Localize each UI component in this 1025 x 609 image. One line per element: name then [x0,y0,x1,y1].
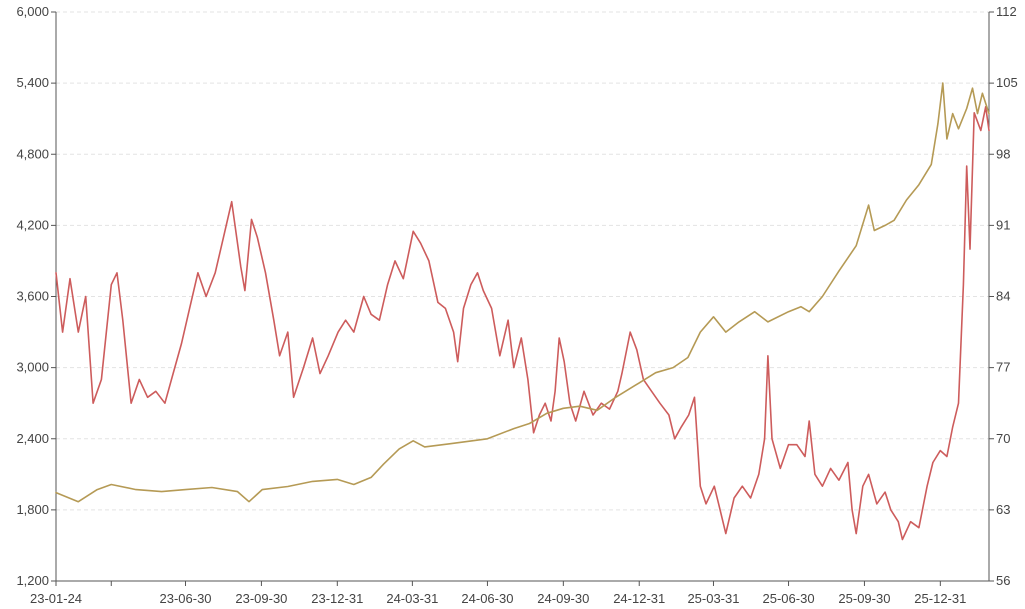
y-right-tick-label: 84 [996,289,1010,304]
x-tick-label: 24-03-31 [386,591,438,606]
y-left-tick-label: 4,800 [16,146,49,161]
x-tick-label: 25-03-31 [687,591,739,606]
y-right-tick-label: 105 [996,75,1018,90]
x-tick-label: 24-12-31 [613,591,665,606]
x-tick-label: 25-06-30 [763,591,815,606]
y-right-tick-label: 77 [996,360,1010,375]
x-tick-label: 23-09-30 [235,591,287,606]
y-left-tick-label: 5,400 [16,75,49,90]
series-lines [55,82,990,541]
axes [51,11,994,586]
y-left-tick-label: 6,000 [16,4,49,19]
y-left-tick-label: 3,600 [16,289,49,304]
x-tick-label: 24-09-30 [537,591,589,606]
y-right-tick-label: 70 [996,431,1010,446]
x-tick-label: 24-06-30 [461,591,513,606]
series-line-right-axis [55,82,990,503]
x-tick-label: 23-01-24 [30,591,82,606]
y-left-tick-label: 4,200 [16,217,49,232]
y-left-tick-label: 3,000 [16,360,49,375]
tick-labels: 1,200 56 1,800 63 2,400 70 3,000 77 3,600 84 4,200… [16,4,1017,606]
x-tick-label: 23-12-31 [311,591,363,606]
y-left-tick-label: 1,800 [16,502,49,517]
y-right-tick-label: 63 [996,502,1010,517]
y-left-tick-label: 2,400 [16,431,49,446]
x-tick-label: 25-12-31 [914,591,966,606]
y-right-tick-label: 98 [996,146,1010,161]
y-left-tick-label: 1,200 [16,573,49,588]
series-line-left-axis [55,106,990,541]
x-tick-label: 25-09-30 [838,591,890,606]
y-right-tick-label: 56 [996,573,1010,588]
y-right-tick-label: 112 [996,4,1017,19]
y-right-tick-label: 91 [996,217,1010,232]
x-tick-label: 23-06-30 [159,591,211,606]
gridlines [56,11,989,511]
